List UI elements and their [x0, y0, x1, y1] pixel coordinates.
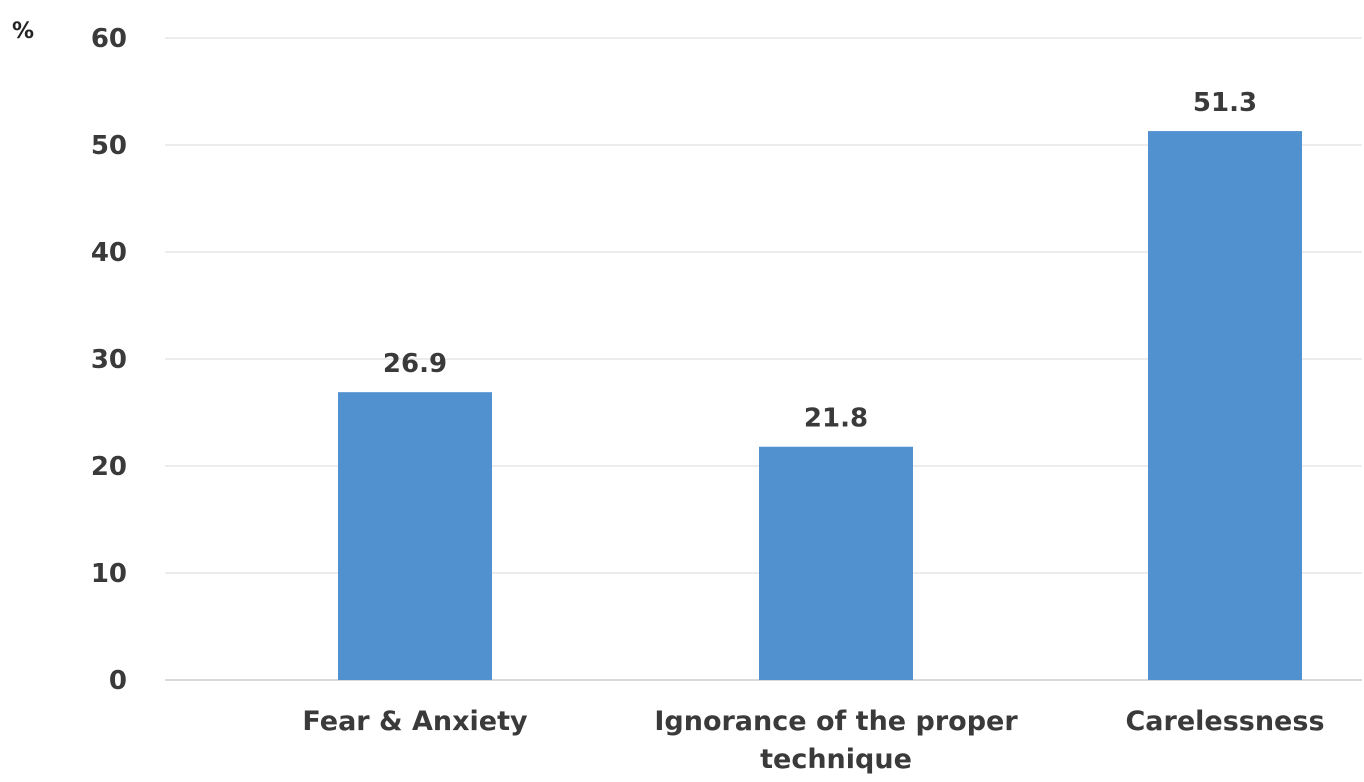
- y-tick-label: 20: [91, 452, 127, 482]
- y-tick-label: 10: [91, 559, 127, 589]
- y-tick-label: 60: [91, 24, 127, 54]
- x-axis-category-labels: Fear & Anxiety Ignorance of the proper tec…: [302, 706, 1324, 775]
- y-tick-label: 50: [91, 131, 127, 161]
- bar: [759, 446, 913, 680]
- data-label: 51.3: [1193, 88, 1257, 118]
- category-label: Carelessness: [1125, 706, 1324, 737]
- category-label: technique: [760, 744, 912, 775]
- data-label: 21.8: [804, 404, 868, 434]
- bar: [338, 392, 492, 680]
- y-tick-label: 40: [91, 238, 127, 268]
- data-label: 26.9: [383, 349, 447, 379]
- bar: [1148, 131, 1302, 681]
- category-label: Ignorance of the proper: [654, 706, 1018, 737]
- y-tick-label: 0: [109, 666, 127, 696]
- category-label: Fear & Anxiety: [302, 706, 528, 737]
- y-tick-label: 30: [91, 345, 127, 375]
- y-axis-unit-label: %: [12, 19, 34, 44]
- data-labels: 26.9 21.8 51.3: [383, 88, 1257, 434]
- y-axis-ticks: 0 10 20 30 40 50 60: [91, 24, 127, 696]
- bars: [338, 131, 1302, 681]
